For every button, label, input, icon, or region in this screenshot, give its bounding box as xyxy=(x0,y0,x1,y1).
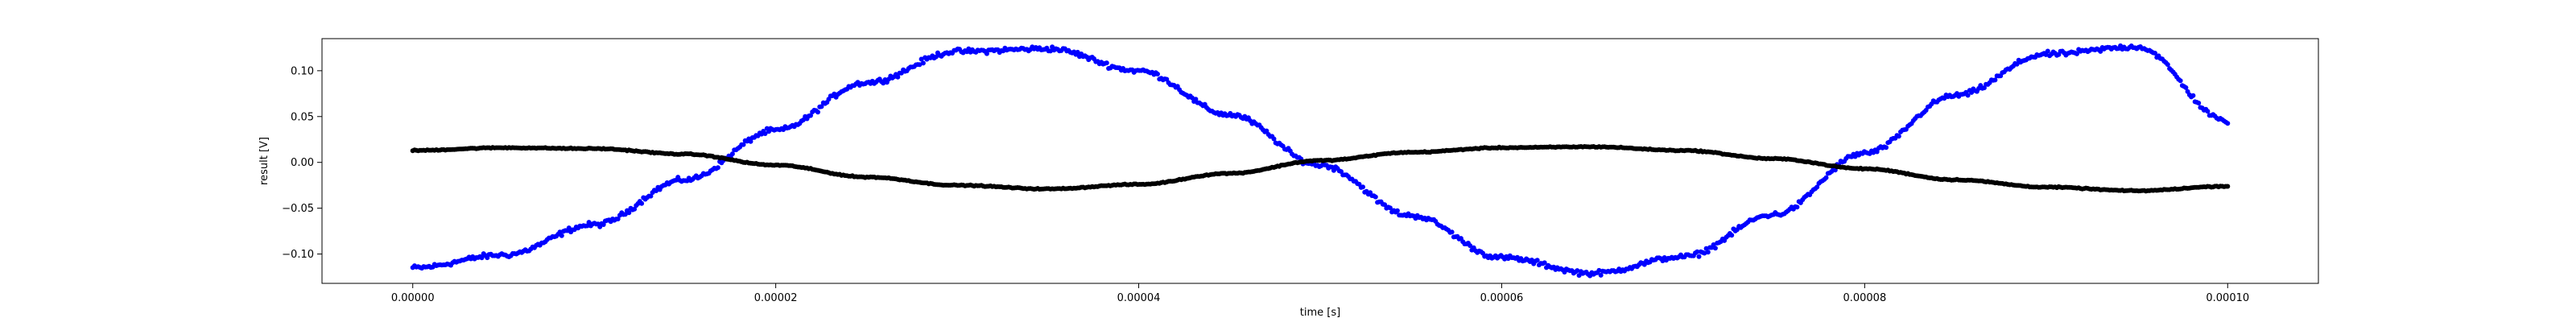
x-tick-label: 0.00008 xyxy=(1843,292,1886,304)
data-point xyxy=(748,138,753,144)
data-point xyxy=(2098,48,2103,54)
data-point xyxy=(1874,149,1880,155)
data-point xyxy=(917,62,923,68)
data-point xyxy=(615,217,621,221)
data-point xyxy=(639,200,645,206)
data-point xyxy=(1896,134,1901,139)
data-point xyxy=(729,151,735,157)
data-point xyxy=(741,142,746,147)
data-point xyxy=(1702,250,1707,256)
data-point xyxy=(2183,85,2189,90)
data-point xyxy=(1373,194,1378,200)
data-point xyxy=(808,113,813,118)
data-point xyxy=(1596,267,1602,273)
data-point xyxy=(2153,51,2157,56)
data-point xyxy=(1814,184,1820,190)
data-point xyxy=(622,212,628,217)
data-point xyxy=(1449,229,1455,235)
x-axis-label: time [s] xyxy=(1300,307,1340,319)
data-point xyxy=(1189,95,1195,101)
y-tick-label: 0.05 xyxy=(291,111,314,123)
x-tick-label: 0.00004 xyxy=(1117,292,1161,304)
data-point xyxy=(2045,48,2050,54)
data-point xyxy=(2225,184,2231,189)
data-point xyxy=(1155,72,1160,76)
data-point xyxy=(919,56,924,62)
data-point xyxy=(586,220,592,225)
data-point xyxy=(1047,48,1053,54)
data-point xyxy=(920,60,926,66)
data-point xyxy=(1534,258,1540,263)
data-point xyxy=(1884,145,1889,151)
x-tick-label: 0.00010 xyxy=(2206,292,2249,304)
data-point xyxy=(1576,273,1582,279)
series-1 xyxy=(410,144,2231,194)
series-0 xyxy=(410,43,2231,279)
data-point xyxy=(1794,204,1800,210)
data-point xyxy=(895,74,901,80)
data-point xyxy=(1712,246,1718,251)
y-axis: −0.10 −0.05 0.00 0.05 0.10 xyxy=(282,65,322,261)
data-point xyxy=(1468,243,1473,249)
data-point xyxy=(1542,260,1547,266)
data-point xyxy=(1695,249,1700,254)
data-point xyxy=(1696,254,1702,259)
data-point xyxy=(566,225,572,231)
data-point xyxy=(819,104,824,109)
data-point xyxy=(1271,136,1277,142)
data-point xyxy=(2074,51,2079,56)
y-tick-label: −0.10 xyxy=(282,249,314,261)
y-tick-label: 0.00 xyxy=(291,157,314,169)
data-point xyxy=(762,131,768,136)
data-point xyxy=(648,193,654,199)
data-point xyxy=(559,233,564,238)
data-point xyxy=(601,222,606,227)
y-tick-label: −0.05 xyxy=(282,203,314,215)
data-point xyxy=(557,229,563,235)
data-point xyxy=(1264,128,1269,134)
data-point xyxy=(933,54,939,60)
plot-frame xyxy=(321,38,2319,284)
data-point xyxy=(1992,77,1998,83)
points-layer xyxy=(410,43,2231,279)
data-point xyxy=(2014,61,2020,67)
data-point xyxy=(715,165,720,171)
data-point xyxy=(815,109,820,115)
data-point xyxy=(1331,167,1336,173)
data-point xyxy=(1387,205,1393,211)
data-point xyxy=(2225,121,2231,126)
data-point xyxy=(1598,272,1604,278)
x-tick-label: 0.00002 xyxy=(754,292,798,304)
data-point xyxy=(1965,93,1971,98)
data-point xyxy=(2196,101,2202,105)
data-point xyxy=(1575,268,1580,274)
data-point xyxy=(1823,175,1829,180)
data-point xyxy=(1705,250,1711,255)
data-point xyxy=(1969,89,1975,95)
data-point xyxy=(1394,208,1400,213)
data-point xyxy=(984,51,989,56)
data-point xyxy=(1729,233,1735,238)
x-tick-label: 0.00000 xyxy=(391,292,435,304)
data-point xyxy=(1075,49,1080,55)
data-point xyxy=(626,210,632,216)
x-tick-label: 0.00006 xyxy=(1480,292,1524,304)
data-point xyxy=(1360,184,1365,190)
data-point xyxy=(1104,60,1109,66)
data-point xyxy=(1529,258,1534,262)
data-point xyxy=(2178,78,2183,84)
data-point xyxy=(479,255,485,261)
y-tick-label: 0.10 xyxy=(291,65,314,77)
data-point xyxy=(2190,93,2196,98)
data-point xyxy=(2165,62,2170,68)
data-point xyxy=(2205,109,2211,114)
x-axis: 0.00000 0.00002 0.00004 0.00006 0.00008 0.000… xyxy=(391,283,2249,304)
data-point xyxy=(1382,202,1388,208)
y-axis-label: result [V] xyxy=(258,137,270,185)
